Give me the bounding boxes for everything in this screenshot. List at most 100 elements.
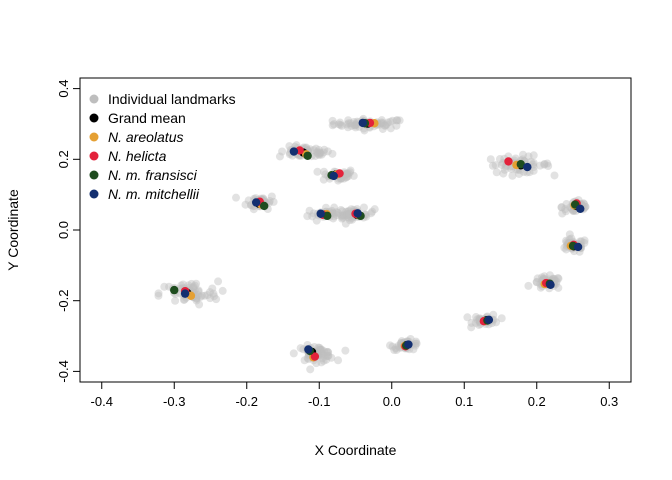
- individual-landmark-point: [309, 209, 318, 218]
- individual-landmark-point: [491, 161, 500, 170]
- individual-landmark-point: [524, 152, 533, 161]
- individual-landmark-point: [540, 272, 549, 281]
- individual-landmark-point: [352, 120, 361, 129]
- individual-landmark-point: [543, 159, 552, 168]
- legend-label: N. helicta: [108, 148, 167, 164]
- individual-landmark-point: [560, 243, 569, 252]
- individual-landmark-point: [345, 216, 354, 225]
- individual-landmark-point: [339, 211, 348, 220]
- legend-label: N. m. mitchellii: [108, 186, 200, 202]
- y-tick-label: 0.4: [56, 80, 71, 98]
- x-tick-label: 0.0: [383, 394, 401, 409]
- individual-landmark-point: [557, 203, 566, 212]
- individual-landmark-point: [305, 206, 314, 215]
- individual-landmark-point: [342, 173, 351, 182]
- individual-landmark-point: [344, 119, 353, 128]
- mean-point-n-m-mitchellii: [353, 209, 362, 218]
- mean-point-n-m-fransisci: [303, 151, 312, 160]
- individual-landmark-point: [537, 273, 546, 282]
- individual-landmark-point: [321, 203, 330, 212]
- individual-landmark-point: [289, 349, 298, 358]
- individual-landmark-point: [315, 146, 324, 155]
- individual-landmark-point: [529, 163, 538, 172]
- individual-landmark-point: [210, 292, 219, 301]
- individual-landmark-point: [388, 116, 397, 125]
- individual-landmark-point: [160, 282, 169, 291]
- legend-label: Individual landmarks: [108, 91, 236, 107]
- individual-landmark-point: [580, 238, 589, 247]
- individual-landmark-point: [317, 358, 326, 367]
- individual-landmark-point: [411, 341, 420, 350]
- individual-landmark-point: [318, 354, 327, 363]
- individual-landmark-point: [200, 291, 209, 300]
- individual-landmark-point: [190, 281, 199, 290]
- x-axis-title: X Coordinate: [315, 442, 397, 458]
- individual-landmark-point: [554, 274, 563, 283]
- individual-landmark-point: [189, 282, 198, 291]
- individual-landmark-point: [391, 344, 400, 353]
- individual-landmark-point: [189, 283, 198, 292]
- individual-landmark-point: [536, 161, 545, 170]
- y-tick-label: 0.0: [56, 221, 71, 239]
- individual-landmark-point: [524, 281, 533, 290]
- individual-landmark-point: [511, 154, 520, 163]
- mean-point-n-m-mitchellii: [573, 242, 583, 252]
- individual-landmark-point: [383, 118, 392, 127]
- individual-landmark-point: [488, 161, 497, 170]
- individual-landmark-point: [545, 271, 554, 280]
- individual-landmark-point: [316, 148, 325, 157]
- individual-landmark-point: [532, 277, 541, 286]
- individual-landmark-point: [342, 211, 351, 220]
- mean-point-n-m-mitchellii: [180, 289, 190, 298]
- individual-landmark-point: [312, 216, 321, 225]
- individual-landmark-point: [343, 120, 352, 129]
- individual-landmark-point: [343, 212, 352, 221]
- individual-landmark-point: [370, 205, 379, 214]
- x-tick-label: -0.4: [91, 394, 113, 409]
- individual-landmark-point: [392, 121, 401, 130]
- individual-landmark-point: [339, 211, 348, 220]
- individual-landmark-point: [529, 166, 538, 175]
- individual-landmark-point: [332, 208, 341, 217]
- x-axis: -0.4 -0.3 -0.2 -0.1 0.0 0.1 0.2 0.3: [91, 381, 618, 409]
- individual-landmark-point: [386, 117, 395, 126]
- individual-landmark-point: [323, 351, 332, 360]
- individual-landmark-point: [209, 289, 218, 298]
- individual-landmark-point: [360, 126, 369, 135]
- individual-landmark-point: [467, 318, 476, 327]
- individual-landmark-point: [154, 291, 163, 300]
- individual-landmark-point: [316, 345, 325, 354]
- individual-landmark-point: [320, 167, 329, 176]
- individual-landmark-point: [533, 274, 542, 283]
- individual-landmark-point: [390, 346, 399, 355]
- individual-landmark-point: [269, 197, 278, 206]
- individual-landmark-point: [411, 339, 420, 348]
- x-tick-label: 0.2: [528, 394, 546, 409]
- individual-landmark-point: [313, 148, 322, 157]
- individual-landmark-point: [346, 168, 355, 177]
- individual-landmark-point: [395, 116, 404, 125]
- individual-landmark-point: [347, 121, 356, 130]
- mean-point-n-m-mitchellii: [358, 118, 367, 128]
- individual-landmark-point: [388, 342, 397, 351]
- individual-landmark-point: [296, 344, 305, 353]
- legend-marker: [89, 151, 99, 161]
- individual-landmark-point: [344, 172, 353, 181]
- individual-landmark-point: [544, 162, 553, 171]
- individual-landmark-point: [197, 291, 206, 300]
- individual-landmark-point: [249, 205, 258, 214]
- individual-landmark-point: [540, 159, 549, 168]
- individual-landmark-point: [336, 118, 345, 127]
- individual-landmark-point: [378, 119, 387, 128]
- individual-landmark-point: [552, 277, 561, 286]
- mean-point-n-m-mitchellii: [404, 340, 413, 349]
- x-tick-label: 0.3: [600, 394, 618, 409]
- individual-landmark-point: [334, 356, 343, 365]
- individual-landmark-point: [359, 203, 368, 212]
- individual-landmark-point: [473, 315, 482, 324]
- individual-landmark-point: [330, 209, 339, 218]
- individual-landmark-point: [317, 346, 326, 355]
- individual-landmark-point: [278, 147, 287, 156]
- individual-landmark-point: [336, 120, 345, 129]
